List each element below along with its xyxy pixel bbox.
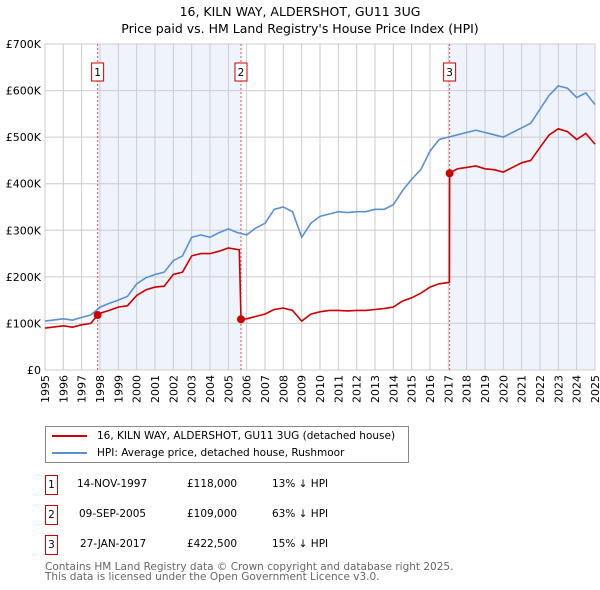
chart-title: 16, KILN WAY, ALDERSHOT, GU11 3UG <box>179 4 421 19</box>
sale-hpi: 63% ↓ HPI <box>272 508 329 520</box>
x-tick-label: 2000 <box>131 375 144 403</box>
x-tick-label: 2016 <box>424 375 437 403</box>
footer-copyright: Contains HM Land Registry data © Crown c… <box>45 561 454 573</box>
x-tick-label: 2013 <box>369 375 382 403</box>
sale-marker: 3 <box>45 535 58 555</box>
price-chart: 1995 1996 1997 1998 1999 2000 2001 2002 2003 2004… <box>6 38 600 403</box>
x-tick-label: 1997 <box>76 375 89 403</box>
x-tick-label: 1996 <box>57 375 70 403</box>
x-tick-label: 2007 <box>259 375 272 403</box>
shaded-region <box>449 44 595 370</box>
y-tick-label: £500K <box>6 131 42 144</box>
y-tick-label: £200K <box>6 271 42 284</box>
sale-point <box>445 169 454 178</box>
x-tick-label: 2014 <box>387 375 400 403</box>
legend-label: 16, KILN WAY, ALDERSHOT, GU11 3UG (detac… <box>97 430 396 442</box>
x-tick-label: 2006 <box>241 375 254 403</box>
sale-badge <box>91 62 105 82</box>
x-tick-label: 2009 <box>296 375 309 403</box>
sale-point <box>93 311 102 320</box>
x-tick-label: 2023 <box>552 375 565 403</box>
y-tick-label: £100K <box>6 317 42 330</box>
sale-hpi: 13% ↓ HPI <box>272 478 329 490</box>
x-tick-label: 2004 <box>204 375 217 403</box>
sale-badge-label: 3 <box>446 67 453 79</box>
x-tick-label: 1998 <box>94 375 107 403</box>
x-tick-label: 2019 <box>479 375 492 403</box>
y-tick-label: £600K <box>6 85 42 98</box>
sale-price: £109,000 <box>187 508 238 520</box>
x-tick-label: 2003 <box>186 375 199 403</box>
sale-hpi: 15% ↓ HPI <box>272 538 329 550</box>
footer: Contains HM Land Registry data © Crown c… <box>45 561 454 583</box>
x-tick-label: 2018 <box>461 375 474 403</box>
x-tick-label: 2021 <box>516 375 529 403</box>
legend-label: HPI: Average price, detached house, Rush… <box>97 447 345 459</box>
legend-swatch-red <box>52 435 87 437</box>
plot-border <box>44 43 596 371</box>
sale-badge <box>443 62 457 82</box>
price-paid-line <box>44 127 596 329</box>
legend-swatch-blue <box>52 452 87 454</box>
x-tick-label: 2002 <box>167 375 180 403</box>
y-tick-label: £300K <box>6 224 42 237</box>
x-tick-label: 1995 <box>39 375 52 403</box>
x-tick-label: 2015 <box>406 375 419 403</box>
x-tick-label: 2024 <box>571 375 584 403</box>
legend-item-hpi: HPI: Average price, detached house, Rush… <box>52 445 344 461</box>
y-tick-label: £700K <box>6 38 42 51</box>
sale-point <box>236 315 245 324</box>
hpi-line <box>44 85 596 322</box>
y-tick-label: £400K <box>6 178 42 191</box>
footer-licence: This data is licensed under the Open Gov… <box>45 571 380 583</box>
x-tick-label: 2022 <box>534 375 547 403</box>
chart-subtitle: Price paid vs. HM Land Registry's House … <box>121 21 479 36</box>
sale-badge <box>234 62 248 82</box>
x-tick-label: 2008 <box>277 375 290 403</box>
x-tick-label: 2020 <box>497 375 510 403</box>
y-tick-label: £0 <box>27 364 41 377</box>
sale-badge-label: 1 <box>94 67 101 79</box>
x-tick-label: 2005 <box>222 375 235 403</box>
legend: 16, KILN WAY, ALDERSHOT, GU11 3UG (detac… <box>45 426 409 463</box>
x-tick-label: 2017 <box>442 375 455 403</box>
x-tick-label: 2001 <box>149 375 162 403</box>
sale-date: 09-SEP-2005 <box>79 508 147 520</box>
x-tick-label: 2011 <box>332 375 345 403</box>
sale-badge-label: 2 <box>238 67 245 79</box>
x-tick-label: 2010 <box>314 375 327 403</box>
sale-price: £422,500 <box>187 538 238 550</box>
sale-price: £118,000 <box>187 478 238 490</box>
sale-date: 27-JAN-2017 <box>80 538 147 550</box>
sale-marker: 2 <box>45 505 58 525</box>
x-tick-label: 1999 <box>112 375 125 403</box>
sale-date: 14-NOV-1997 <box>77 478 148 490</box>
x-tick-label: 2025 <box>589 375 600 403</box>
shaded-region <box>97 44 241 370</box>
sale-marker: 1 <box>45 475 58 495</box>
x-tick-label: 2012 <box>351 375 364 403</box>
legend-item-property: 16, KILN WAY, ALDERSHOT, GU11 3UG (detac… <box>52 428 395 444</box>
